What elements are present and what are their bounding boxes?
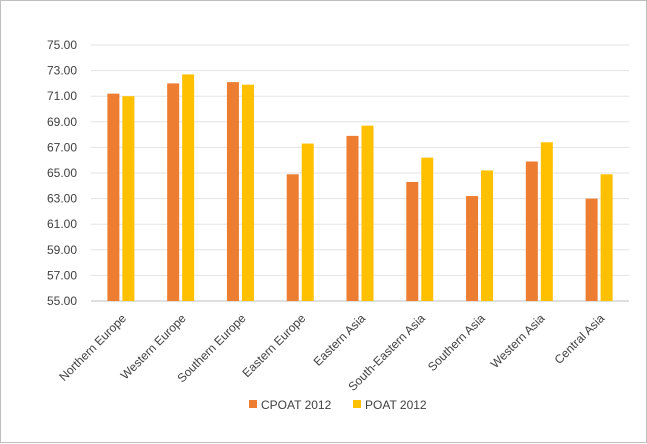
bar-poat-2012 xyxy=(421,157,434,301)
bar-cpoat-2012 xyxy=(167,83,180,302)
x-category-label: Eastern Asia xyxy=(311,311,369,369)
legend: CPOAT 2012 POAT 2012 xyxy=(249,398,427,412)
y-tick-label: 69.00 xyxy=(47,115,77,129)
x-category-label: Southern Asia xyxy=(425,311,488,374)
bar-poat-2012 xyxy=(182,74,195,301)
y-tick-label: 73.00 xyxy=(47,64,77,78)
y-tick-label: 67.00 xyxy=(47,140,77,154)
bars xyxy=(107,74,613,302)
bar-cpoat-2012 xyxy=(525,161,538,301)
bar-cpoat-2012 xyxy=(466,196,479,301)
legend-label: POAT 2012 xyxy=(365,398,427,412)
x-category-label: Central Asia xyxy=(552,311,608,367)
y-tick-label: 71.00 xyxy=(47,89,77,103)
bar-poat-2012 xyxy=(122,96,135,301)
y-tick-label: 59.00 xyxy=(47,243,77,257)
bar-poat-2012 xyxy=(600,174,613,301)
bar-poat-2012 xyxy=(241,84,254,302)
y-tick-label: 57.00 xyxy=(47,268,77,282)
bar-cpoat-2012 xyxy=(585,198,598,301)
legend-label: CPOAT 2012 xyxy=(261,398,332,412)
y-tick-label: 55.00 xyxy=(47,294,77,308)
bar-cpoat-2012 xyxy=(226,82,239,302)
bar-cpoat-2012 xyxy=(107,93,120,301)
grid-lines xyxy=(91,44,629,302)
y-tick-label: 75.00 xyxy=(47,38,77,52)
legend-swatch xyxy=(249,400,257,408)
bar-poat-2012 xyxy=(301,143,314,301)
x-category-label: Western Asia xyxy=(488,311,548,371)
bar-poat-2012 xyxy=(481,170,494,301)
y-tick-label: 65.00 xyxy=(47,166,77,180)
y-tick-label: 63.00 xyxy=(47,192,77,206)
y-axis-tick-labels: 55.00 57.00 59.00 61.00 63.00 65.00 67.00 69.00… xyxy=(47,38,77,308)
legend-swatch xyxy=(353,400,361,408)
bar-cpoat-2012 xyxy=(346,135,359,301)
x-category-label: Eastern Europe xyxy=(239,311,308,380)
bar-cpoat-2012 xyxy=(406,181,419,301)
y-tick-label: 61.00 xyxy=(47,217,77,231)
bar-poat-2012 xyxy=(361,125,374,301)
bar-poat-2012 xyxy=(540,142,553,301)
bar-cpoat-2012 xyxy=(286,174,299,301)
